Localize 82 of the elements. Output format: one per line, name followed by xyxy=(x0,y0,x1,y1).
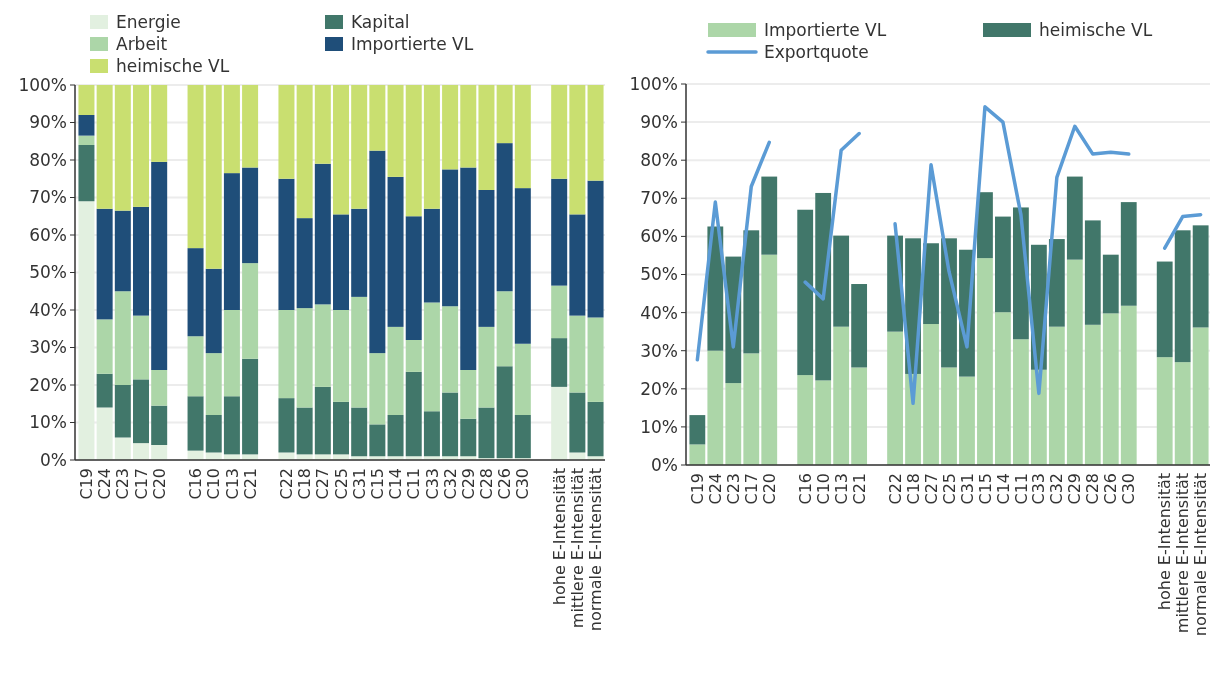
y-tick-label: 70% xyxy=(640,188,678,209)
y-tick-label: 80% xyxy=(640,150,678,171)
x-tick-label: mittlere E-Intensität xyxy=(567,468,587,629)
y-tick-label: 0% xyxy=(651,454,678,475)
legend-label: heimische VL xyxy=(116,55,230,76)
y-tick-label: 100% xyxy=(18,74,67,95)
x-tick-label: C30 xyxy=(513,468,533,500)
y-tick-label: 100% xyxy=(629,73,678,94)
x-tick-label: C28 xyxy=(477,468,497,500)
x-tick-label: C25 xyxy=(939,473,959,505)
x-tick-label: C33 xyxy=(1029,473,1049,505)
x-tick-label: hohe E-Intensität xyxy=(1155,473,1175,611)
x-tick-label: C10 xyxy=(813,473,833,505)
y-tick-label: 40% xyxy=(29,299,67,320)
x-tick-label: C24 xyxy=(705,473,725,505)
x-tick-label: C28 xyxy=(1083,473,1103,505)
y-tick-label: 20% xyxy=(29,374,67,395)
x-tick-label: C10 xyxy=(204,468,224,500)
x-tick-label: C22 xyxy=(885,473,905,505)
y-tick-label: 40% xyxy=(640,302,678,323)
legend-label: Kapital xyxy=(351,11,410,32)
x-tick-label: C16 xyxy=(186,468,206,500)
x-tick-label: C21 xyxy=(240,468,260,500)
x-tick-label: C26 xyxy=(495,468,515,500)
x-tick-label: C11 xyxy=(404,468,424,500)
y-tick-label: 10% xyxy=(640,416,678,437)
x-tick-label: C18 xyxy=(295,468,315,500)
x-tick-label: C13 xyxy=(222,468,242,500)
x-tick-label: C27 xyxy=(313,468,333,500)
legend-label: Energie xyxy=(116,11,181,32)
x-tick-label: C31 xyxy=(349,468,369,500)
y-tick-label: 50% xyxy=(29,262,67,283)
legend-label: Importierte VL xyxy=(764,19,887,40)
x-tick-label: C15 xyxy=(367,468,387,500)
x-tick-label: C32 xyxy=(1047,473,1067,505)
y-tick-label: 50% xyxy=(640,264,678,285)
x-tick-label: C22 xyxy=(277,468,297,500)
x-tick-label: C13 xyxy=(831,473,851,505)
legend-label: Arbeit xyxy=(116,33,168,54)
x-tick-label: hohe E-Intensität xyxy=(549,468,569,606)
x-tick-label: C23 xyxy=(113,468,133,500)
x-tick-label: C29 xyxy=(458,468,478,500)
y-tick-label: 10% xyxy=(29,412,67,433)
x-tick-label: C17 xyxy=(131,468,151,500)
x-tick-label: mittlere E-Intensität xyxy=(1173,473,1193,634)
x-tick-label: C16 xyxy=(795,473,815,505)
y-tick-label: 20% xyxy=(640,378,678,399)
x-tick-label: C32 xyxy=(440,468,460,500)
x-tick-label: C20 xyxy=(149,468,169,500)
y-tick-label: 90% xyxy=(640,112,678,133)
x-tick-label: C29 xyxy=(1065,473,1085,505)
y-tick-label: 70% xyxy=(29,187,67,208)
x-tick-label: C30 xyxy=(1119,473,1139,505)
x-tick-label: normale E-Intensität xyxy=(586,468,606,632)
x-tick-label: C33 xyxy=(422,468,442,500)
x-tick-label: C20 xyxy=(759,473,779,505)
x-tick-label: C23 xyxy=(723,473,743,505)
x-tick-label: C24 xyxy=(95,468,115,500)
x-tick-label: C17 xyxy=(741,473,761,505)
x-tick-label: C21 xyxy=(849,473,869,505)
x-tick-label: C31 xyxy=(957,473,977,505)
x-tick-label: C25 xyxy=(331,468,351,500)
x-tick-label: C15 xyxy=(975,473,995,505)
x-tick-label: C14 xyxy=(993,473,1013,505)
x-tick-label: C11 xyxy=(1011,473,1031,505)
x-tick-label: normale E-Intensität xyxy=(1191,473,1211,637)
y-tick-label: 60% xyxy=(29,224,67,245)
x-tick-label: C14 xyxy=(386,468,406,500)
legend-label: Exportquote xyxy=(764,41,869,62)
y-tick-label: 60% xyxy=(640,226,678,247)
legend-label: Importierte VL xyxy=(351,33,474,54)
y-tick-label: 80% xyxy=(29,149,67,170)
x-tick-label: C26 xyxy=(1101,473,1121,505)
x-tick-label: C19 xyxy=(687,473,707,505)
y-tick-label: 30% xyxy=(29,337,67,358)
x-tick-label: C27 xyxy=(921,473,941,505)
y-tick-label: 30% xyxy=(640,340,678,361)
legend-label: heimische VL xyxy=(1039,19,1153,40)
y-tick-label: 90% xyxy=(29,112,67,133)
x-tick-label: C18 xyxy=(903,473,923,505)
y-tick-label: 0% xyxy=(40,449,67,470)
x-tick-label: C19 xyxy=(77,468,97,500)
